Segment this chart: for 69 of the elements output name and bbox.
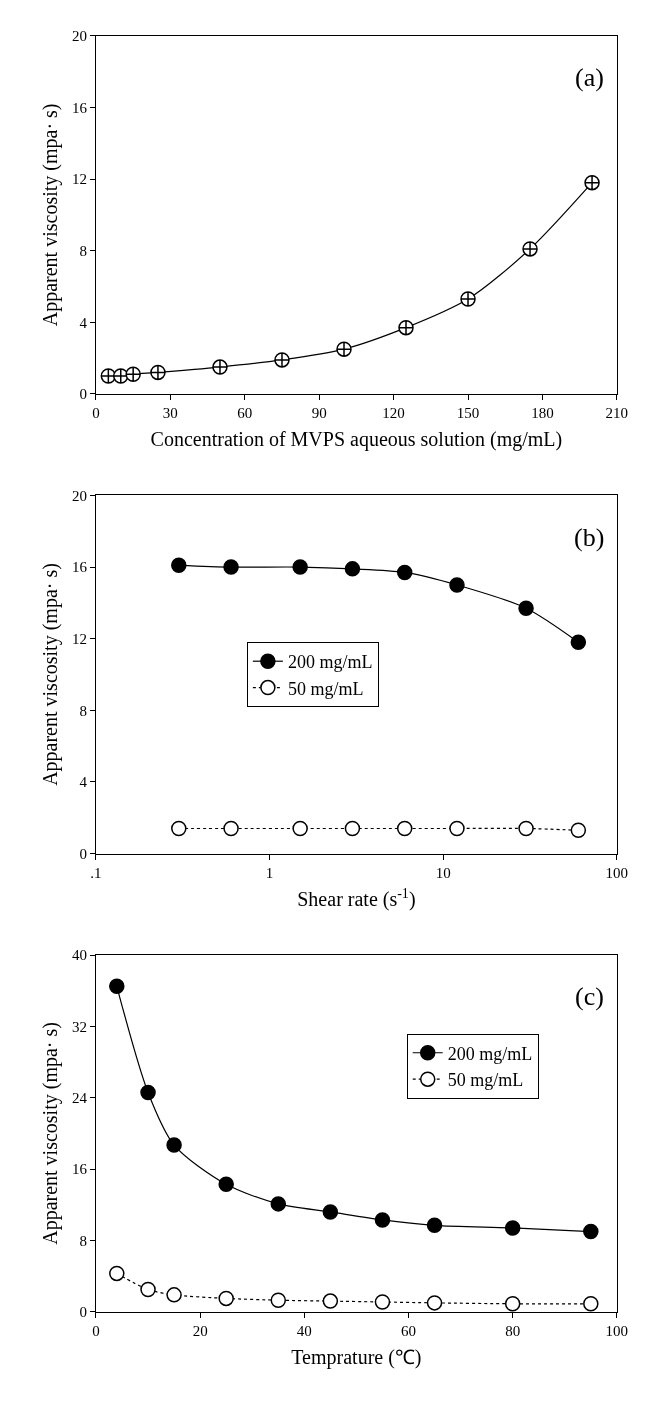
x-tick-label: 210	[605, 404, 629, 421]
legend-label: 50 mg/mL	[287, 678, 364, 699]
x-tick-label: 60	[400, 1322, 416, 1339]
point	[218, 1176, 234, 1193]
y-tick-label: 8	[79, 1232, 87, 1249]
legend-label: 50 mg/mL	[447, 1070, 524, 1091]
x-tick-label: 80	[505, 1322, 521, 1339]
x-tick-label: 60	[237, 404, 253, 421]
y-tick-label: 0	[79, 845, 87, 862]
y-tick-label: 0	[79, 1304, 87, 1321]
annotation: (b)	[574, 523, 605, 552]
point	[166, 1137, 182, 1153]
y-tick-label: 24	[71, 1090, 88, 1107]
y-tick-label: 4	[79, 774, 88, 791]
y-tick-label: 4	[79, 314, 88, 331]
point	[583, 1223, 599, 1240]
x-tick-label: 100	[605, 864, 629, 881]
y-tick-label: 8	[79, 702, 87, 719]
point	[322, 1204, 339, 1220]
x-axis-title: Shear rate (s$^{-1}$)	[297, 885, 416, 912]
point	[426, 1295, 443, 1311]
x-tick-label: .1	[90, 864, 102, 881]
y-tick-label: 40	[71, 947, 87, 964]
point	[270, 1196, 287, 1212]
x-tick-label: 20	[192, 1322, 208, 1339]
x-tick-label: 10	[435, 864, 451, 881]
y-tick-label: 12	[71, 171, 87, 188]
y-tick-label: 12	[71, 630, 87, 647]
y-tick-label: 20	[71, 487, 87, 504]
point	[166, 1287, 182, 1303]
point	[583, 1296, 599, 1312]
x-tick-label: 30	[162, 404, 178, 421]
x-tick-label: 0	[92, 1322, 100, 1339]
point	[109, 978, 125, 995]
annotation: (a)	[575, 63, 604, 92]
point	[109, 1265, 125, 1282]
point	[504, 1296, 521, 1312]
point	[374, 1212, 391, 1228]
y-axis-title: Apparent viscosity (mpa· s)	[39, 563, 63, 786]
x-tick-label: 40	[296, 1322, 312, 1339]
point	[426, 1217, 443, 1234]
y-tick-label: 32	[71, 1018, 87, 1035]
x-axis-title: Temprature (℃)	[291, 1346, 422, 1370]
x-tick-label: 180	[531, 404, 554, 421]
point	[374, 1294, 391, 1310]
point	[140, 1281, 156, 1298]
y-tick-label: 16	[71, 559, 88, 576]
legend-label: 200 mg/mL	[447, 1043, 533, 1064]
x-tick-label: 0	[92, 404, 100, 421]
x-tick-label: 90	[311, 404, 327, 421]
y-tick-label: 20	[71, 28, 87, 45]
y-tick-label: 0	[79, 386, 87, 403]
point	[270, 1292, 287, 1308]
x-tick-label: 120	[382, 404, 405, 421]
point	[140, 1084, 156, 1101]
y-axis-title: Apparent viscosity (mpa· s)	[39, 1022, 63, 1245]
point	[218, 1290, 234, 1307]
y-tick-label: 8	[79, 242, 87, 259]
y-tick-label: 16	[71, 99, 88, 116]
x-axis-title: Concentration of MVPS aqueous solution (mg/mL)	[150, 428, 563, 452]
y-axis-title: Apparent viscosity (mpa· s)	[39, 103, 63, 327]
point	[504, 1220, 521, 1236]
y-tick-label: 16	[71, 1161, 88, 1178]
x-tick-label: 1	[265, 864, 274, 881]
legend-label: 200 mg/mL	[287, 652, 373, 673]
point	[322, 1293, 339, 1309]
x-tick-label: 100	[605, 1322, 629, 1339]
annotation: (c)	[575, 982, 604, 1011]
x-tick-label: 150	[456, 404, 480, 421]
